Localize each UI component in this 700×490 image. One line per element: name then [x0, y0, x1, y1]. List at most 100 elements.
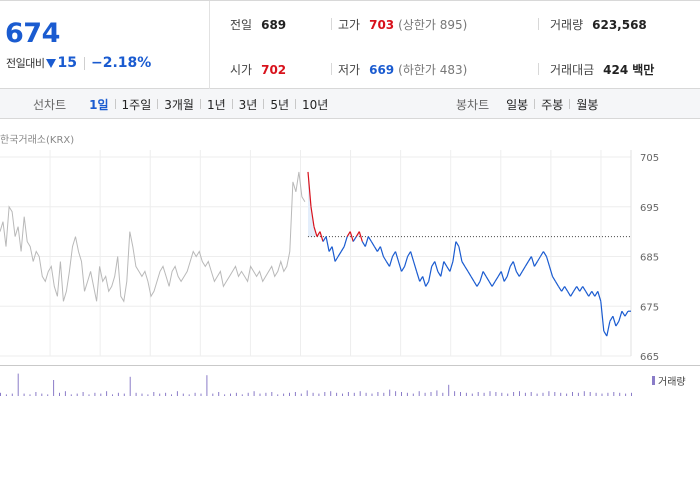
- volume-bar: [241, 394, 243, 396]
- volume-bar: [165, 392, 167, 396]
- today-price-segment: [624, 310, 629, 317]
- volume-bar: [336, 392, 338, 396]
- volume-bar: [41, 393, 43, 396]
- today-price-segment: [443, 261, 448, 267]
- prev-close-label: 전일: [230, 18, 253, 32]
- volume-bar: [513, 392, 515, 396]
- tab-line-period-4[interactable]: 3년: [238, 97, 258, 112]
- volume-bar: [483, 392, 485, 396]
- tab-line-period-5[interactable]: 5년: [270, 97, 290, 112]
- volume-bar: [495, 392, 497, 396]
- today-price-segment: [373, 246, 378, 252]
- today-price-segment: [576, 286, 581, 292]
- divider: [114, 99, 116, 109]
- volume-bar: [271, 392, 273, 396]
- divider: [569, 99, 571, 109]
- lower-limit: (하한가 483): [398, 63, 468, 77]
- today-price-segment: [361, 241, 366, 247]
- today-price-segment: [410, 251, 415, 262]
- turnover-label: 거래대금: [550, 63, 595, 77]
- today-price-segment: [539, 251, 544, 257]
- tab-line-period-2[interactable]: 3개월: [164, 97, 194, 112]
- volume-bar: [200, 393, 202, 396]
- today-price-segment: [470, 276, 475, 282]
- turnover-value: 424: [603, 62, 629, 77]
- volume-bar: [277, 394, 279, 396]
- volume-bar: [448, 384, 450, 396]
- volume-bar: [88, 394, 90, 396]
- today-price-segment: [518, 271, 523, 277]
- divider: [263, 99, 265, 109]
- today-price-segment: [606, 321, 611, 337]
- tab-candle-period-1[interactable]: 주봉: [541, 97, 564, 112]
- volume-bar: [224, 394, 226, 396]
- volume-bar: [401, 392, 402, 396]
- day-high-label: 고가: [338, 18, 361, 32]
- divider: [157, 99, 159, 109]
- tab-line-period-3[interactable]: 1년: [206, 97, 226, 112]
- volume-bar: [265, 392, 267, 396]
- today-price-segment: [455, 241, 460, 247]
- change-row: 전일대비 15 −2.18%: [6, 55, 151, 71]
- today-price-segment: [404, 256, 409, 267]
- volume-bar: [601, 393, 603, 396]
- today-price-segment: [542, 251, 548, 257]
- candle-chart-periods: 봉차트 일봉 주봉 월봉: [456, 89, 604, 119]
- today-price-segment: [370, 241, 375, 247]
- volume-bar: [259, 393, 261, 396]
- tab-line-period-0[interactable]: 1일: [89, 97, 109, 112]
- volume-bar: [412, 393, 414, 396]
- divider: [331, 63, 332, 75]
- volume-bar: [94, 392, 96, 396]
- volume-bar: [59, 392, 60, 396]
- volume-bar: [424, 392, 426, 396]
- tab-line-period-1[interactable]: 1주일: [121, 97, 152, 112]
- open-label: 시가: [230, 63, 253, 77]
- today-price-segment: [551, 276, 557, 282]
- today-price-segment: [597, 291, 602, 302]
- divider: [538, 18, 539, 30]
- divider: [83, 56, 85, 70]
- today-price-segment: [488, 281, 493, 287]
- volume-bar: [23, 393, 25, 396]
- today-price-segment: [491, 281, 496, 287]
- volume-bar: [324, 392, 326, 396]
- tab-line-period-6[interactable]: 10년: [302, 97, 329, 112]
- today-price-segment: [397, 261, 403, 272]
- today-price-segment: [328, 246, 333, 252]
- today-price-segment: [621, 310, 626, 317]
- today-price-segment: [512, 261, 517, 272]
- current-price: 674: [5, 18, 60, 49]
- quote-summary: 674 전일대비 15 −2.18% 전일 689 고가 703 (상한가 89…: [0, 0, 700, 89]
- today-price-segment: [600, 301, 605, 332]
- volume-bar: [253, 391, 255, 396]
- upper-limit: (상한가 895): [398, 18, 468, 32]
- volume-bar: [100, 393, 102, 396]
- today-price-segment: [394, 251, 400, 262]
- data-source-label: 한국거래소(KRX): [0, 135, 75, 146]
- turnover: 거래대금 424 백만: [550, 61, 654, 78]
- volume-legend-swatch: [652, 376, 655, 385]
- tab-candle-period-0[interactable]: 일봉: [506, 97, 529, 112]
- today-price-segment: [385, 261, 391, 267]
- volume-bar: [0, 392, 1, 396]
- today-price-segment: [382, 256, 387, 262]
- today-price-segment: [334, 256, 339, 262]
- prev-close-value: 689: [261, 17, 287, 32]
- volume-bar: [117, 392, 119, 396]
- volume-bar: [294, 392, 296, 396]
- today-price-segment: [319, 231, 324, 242]
- volume-bar: [477, 392, 479, 396]
- y-tick-label: 695: [640, 203, 659, 214]
- volume-bar: [389, 389, 391, 396]
- volume-bar: [454, 391, 456, 396]
- today-price-segment: [494, 276, 499, 282]
- today-price-segment: [400, 266, 406, 272]
- today-price-segment: [594, 290, 599, 297]
- volume-bar: [112, 394, 113, 396]
- volume-bar: [359, 391, 361, 396]
- volume-bar: [159, 393, 161, 396]
- tab-candle-period-2[interactable]: 월봉: [576, 97, 599, 112]
- volume-bar: [430, 392, 432, 396]
